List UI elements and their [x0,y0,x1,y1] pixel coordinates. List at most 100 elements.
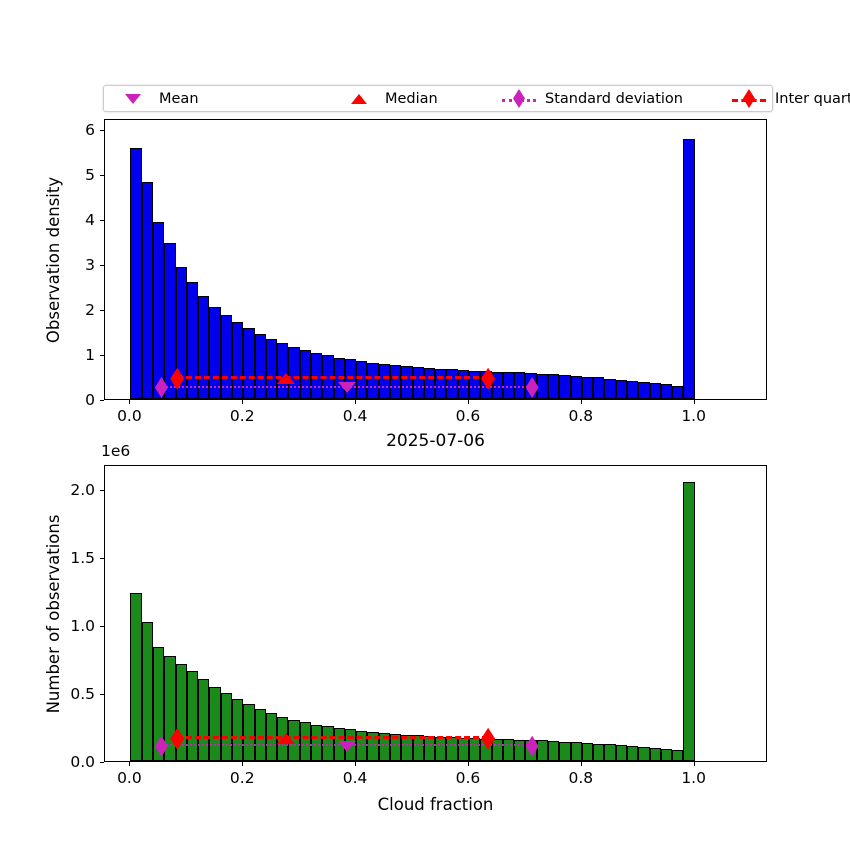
histogram-bar [683,482,695,761]
histogram-bar [198,295,210,399]
histogram-bar [559,374,571,399]
histogram-bar [559,741,571,761]
histogram-bar [423,736,436,761]
legend-entry[interactable]: Mean [116,86,199,111]
y-axis-tick [100,693,104,695]
histogram-bar [570,742,582,761]
histogram-bar [672,385,684,399]
histogram-bar [389,365,402,399]
y-axis-tick [100,220,104,222]
histogram-bar [638,381,650,399]
x-axis-tick-label: 0.4 [342,769,368,787]
histogram-bar [570,375,582,399]
legend-entry[interactable]: Standard deviation [502,86,683,111]
x-axis-tick-label: 0.0 [117,769,142,787]
histogram-bar [615,379,627,399]
standard-deviation-line [161,744,533,747]
y-axis-tick [100,355,104,357]
legend-entry[interactable]: Inter quartile range [732,86,850,111]
x-axis-tick-label: 1.0 [681,769,706,787]
legend-entry[interactable]: Median [342,86,438,111]
histogram-bar [423,367,436,399]
x-axis-tick-label: 0.2 [229,769,255,787]
histogram-bar [152,222,165,399]
legend-triangle-up-icon [351,93,367,104]
x-axis-tick [467,400,469,404]
histogram-bar [299,350,311,399]
x-axis-tick [693,400,695,404]
histogram-bar [198,679,210,761]
histogram-bar [141,182,153,399]
histogram-bar [649,747,661,761]
histogram-bar [175,663,187,761]
histogram-bar [468,738,481,761]
histogram-bar [322,726,334,761]
y-axis-tick-label: 6 [85,121,95,140]
x-axis-tick-label: 0.6 [455,407,481,425]
y-axis-tick-label: 3 [85,256,95,275]
x-axis-tick-label: 0.8 [568,769,594,787]
histogram-bar [141,621,153,761]
histogram-bar [130,593,142,761]
y-axis-offset-text: 1e6 [101,442,131,460]
histogram-bar [615,745,627,761]
x-axis-tick-label: 0.2 [229,407,255,425]
histogram-bar [593,743,605,761]
y-axis-tick [100,400,104,401]
legend-entry-label: Standard deviation [545,90,683,107]
histogram-bar [231,699,244,761]
histogram-bar [378,363,390,399]
histogram-bar [435,736,447,761]
histogram-bar [378,732,390,761]
histogram-bar [288,347,300,399]
y-axis-label: Observation density [44,176,63,343]
y-axis-tick [100,130,104,132]
histogram-bar [175,267,187,399]
legend-marker-handle [732,89,766,109]
y-axis-tick [100,625,104,627]
histogram-bar [626,746,639,761]
histogram-bar [581,376,594,399]
x-axis-label: Cloud fraction [377,795,494,814]
histogram-bar [288,719,300,761]
histogram-bar [265,339,278,399]
histogram-bar [412,367,424,399]
legend-entry-label: Inter quartile range [775,90,850,107]
histogram-bar [480,738,492,761]
x-axis-tick-label: 1.0 [681,407,706,425]
histogram-bar [593,377,605,399]
y-axis-tick-label: 1.0 [70,616,95,635]
histogram-bar [660,384,673,399]
x-axis-tick-label: 0.6 [455,769,481,787]
x-axis-tick-label: 0.4 [342,407,368,425]
x-axis-tick [242,400,244,404]
x-axis-tick [467,762,469,766]
inter-quartile-range-line [177,375,489,379]
histogram-bar [502,372,515,399]
histogram-bar [502,739,515,761]
x-axis-tick [242,762,244,766]
y-axis-tick [100,557,104,559]
histogram-bar [638,746,650,761]
x-axis-tick [129,762,131,766]
histogram-bar [457,370,469,399]
histogram-bar [277,343,289,399]
x-axis-tick-label: 0.8 [568,407,594,425]
number-of-observations-plot-area [105,466,766,761]
x-axis-tick [355,762,357,766]
x-axis-tick-label: 0.0 [117,407,142,425]
histogram-bar [672,750,684,761]
y-axis-tick-label: 4 [85,211,95,230]
histogram-bar [299,722,311,761]
histogram-bar [254,709,266,761]
legend-line-sample [502,98,536,102]
histogram-bar [468,370,481,399]
histogram-bar [243,704,255,761]
histogram-bar [356,361,368,399]
y-axis-label: Number of observations [44,514,63,713]
histogram-bar [412,735,424,761]
histogram-bar [457,737,469,761]
histogram-bar [401,366,413,399]
histogram-bar [310,724,323,761]
histogram-bar [435,368,447,399]
